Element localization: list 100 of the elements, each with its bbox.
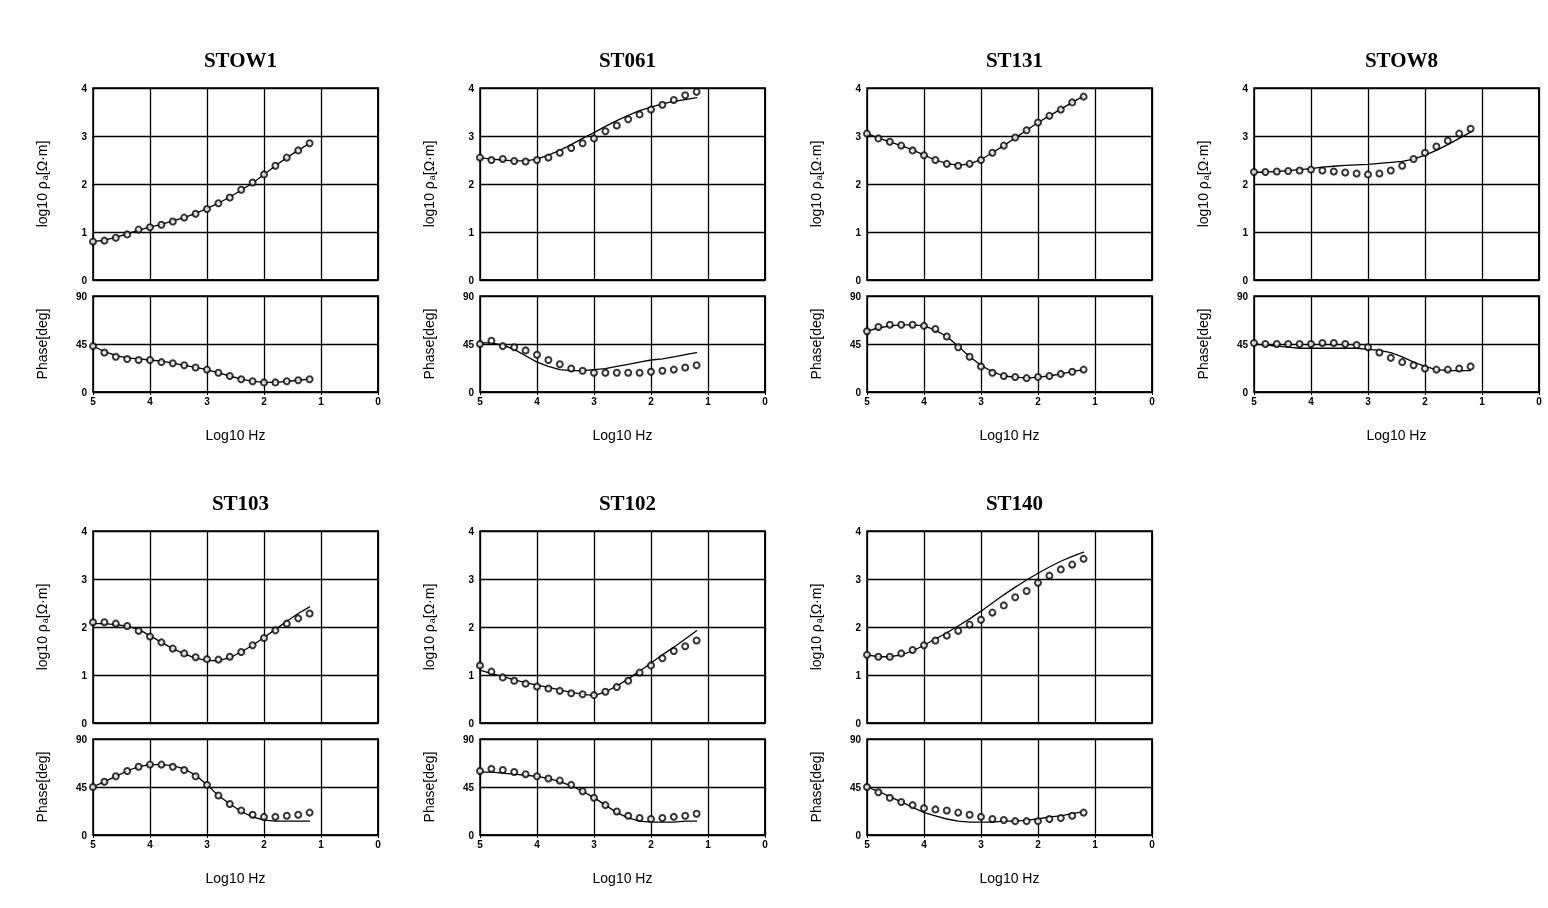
point [146,356,154,364]
point [203,655,211,664]
point [578,787,587,796]
point [624,811,633,820]
point [1056,813,1065,822]
y-tick-label: 90 [1236,290,1249,302]
point [248,641,257,650]
y-tick-label: 45 [462,338,475,350]
point [498,673,507,682]
y-tick-label: 90 [75,733,88,745]
y-tick-label: 45 [75,781,88,793]
point [1284,167,1293,176]
point [863,783,871,791]
point [294,376,303,385]
point [942,806,951,815]
point [965,810,974,819]
y-tick-label: 45 [849,338,862,350]
point [1409,155,1418,164]
chart-title: STOW1 [203,47,278,72]
point [260,378,268,387]
point [1034,118,1042,127]
x-tick-label: 5 [864,838,871,850]
point [647,367,655,376]
point [931,636,940,645]
chart-title: ST061 [598,47,657,72]
point [942,159,951,168]
point [1386,353,1395,362]
point [1079,365,1088,374]
point [305,808,314,817]
point [612,683,621,691]
y-tick-label: 45 [849,781,862,793]
point [612,121,621,130]
point [510,156,519,165]
point [954,808,963,817]
point [180,213,189,222]
point [1318,166,1327,175]
point [555,360,564,369]
y-tick-label: 1 [81,226,88,238]
point [897,320,906,329]
point [1284,340,1293,348]
point [977,812,985,821]
point [134,225,143,234]
point [1250,168,1258,176]
point [260,634,268,643]
x-tick-label: 4 [921,395,928,407]
point [225,372,234,380]
point [863,129,871,138]
point [1432,142,1441,151]
point [897,649,906,658]
point [555,686,564,695]
point [1341,340,1350,348]
chart-title: ST140 [985,490,1044,515]
y-tick-label: 0 [855,829,862,841]
x-tick-label: 2 [261,395,268,407]
point [1022,587,1031,595]
x-tick-label: 3 [591,395,598,407]
point [988,148,997,157]
x-tick-label: 2 [648,395,655,407]
y-tick-label: 4 [81,82,88,94]
x-tick-label: 2 [648,838,655,850]
point [89,618,97,627]
point [931,325,940,334]
x-tick-label: 1 [1479,395,1486,407]
point [476,661,484,670]
point [885,793,894,802]
point [271,378,280,387]
point [100,236,109,245]
point [647,661,655,670]
point [180,765,189,774]
x-tick-label: 1 [1092,838,1099,850]
point [612,807,621,816]
point [977,362,985,371]
point [1455,129,1464,138]
point [1079,554,1088,563]
point [658,654,667,663]
point [635,110,644,119]
point [567,144,576,152]
point [1375,348,1384,357]
y-tick-label: 2 [855,621,862,633]
point [305,139,314,148]
y-tick-label: 0 [468,274,475,286]
point [544,774,553,783]
y-tick-label: 4 [468,82,475,94]
point [1056,369,1065,378]
point [271,812,280,821]
y-tick-label: 2 [1242,178,1249,190]
point [1022,817,1031,826]
x-tick-label: 0 [762,838,769,850]
x-tick-label: 1 [705,395,712,407]
point [1307,340,1315,348]
point [863,327,871,336]
point [237,185,246,194]
point [225,193,234,202]
point [305,375,314,384]
y-tick-label: 0 [468,386,475,398]
x-tick-label: 3 [591,838,598,850]
point [1443,365,1452,374]
point [1455,364,1464,373]
point [590,793,598,802]
point [1307,165,1315,174]
